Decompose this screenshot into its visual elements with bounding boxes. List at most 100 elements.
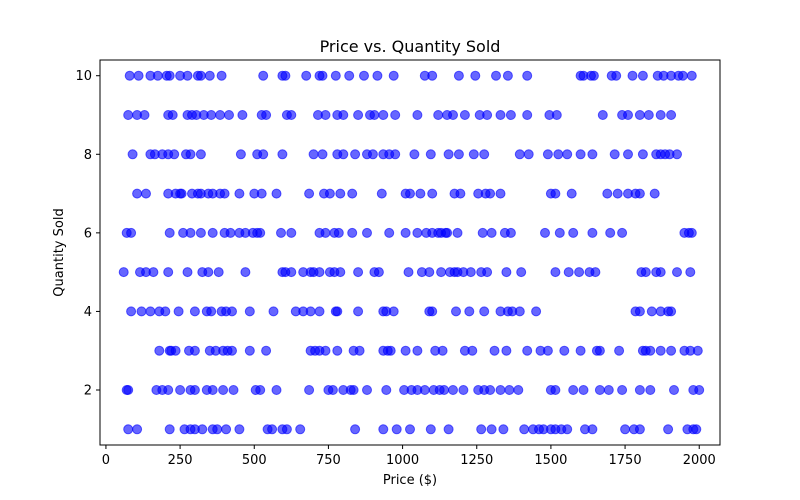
data-point bbox=[308, 149, 319, 160]
data-point bbox=[212, 424, 223, 435]
data-point bbox=[605, 227, 616, 238]
data-point bbox=[348, 385, 359, 395]
data-point bbox=[271, 188, 282, 199]
data-point bbox=[378, 424, 389, 435]
data-point bbox=[504, 385, 515, 395]
data-point bbox=[620, 424, 631, 435]
data-point bbox=[163, 267, 174, 278]
data-point bbox=[405, 188, 415, 199]
data-point bbox=[237, 110, 248, 120]
data-point bbox=[643, 110, 654, 120]
data-point bbox=[467, 345, 478, 356]
data-point bbox=[234, 424, 245, 435]
data-point bbox=[692, 345, 703, 356]
data-point bbox=[451, 306, 461, 317]
data-point bbox=[522, 70, 533, 81]
data-point bbox=[513, 385, 524, 395]
data-point bbox=[645, 385, 656, 395]
data-point bbox=[550, 188, 561, 199]
data-point bbox=[167, 110, 178, 120]
data-point bbox=[320, 345, 331, 356]
data-point bbox=[286, 110, 297, 120]
data-point bbox=[258, 149, 269, 160]
data-point bbox=[522, 345, 533, 356]
data-point bbox=[465, 267, 476, 278]
data-point bbox=[597, 110, 608, 120]
data-point bbox=[498, 424, 509, 435]
x-tick-label: 1500 bbox=[534, 453, 567, 468]
data-point bbox=[437, 345, 448, 356]
data-point bbox=[603, 385, 614, 395]
data-point bbox=[224, 110, 234, 120]
data-point bbox=[332, 306, 343, 317]
data-point bbox=[425, 149, 436, 160]
data-point bbox=[338, 110, 349, 120]
data-point bbox=[482, 110, 493, 120]
data-point bbox=[587, 149, 598, 160]
data-point bbox=[304, 188, 315, 199]
data-point bbox=[485, 385, 496, 395]
data-point bbox=[655, 110, 666, 120]
data-point bbox=[495, 385, 506, 395]
data-point bbox=[215, 110, 226, 120]
data-point bbox=[145, 306, 156, 317]
data-point bbox=[268, 306, 279, 317]
data-point bbox=[206, 306, 217, 317]
data-point bbox=[666, 306, 677, 317]
data-point bbox=[568, 227, 579, 238]
data-point bbox=[424, 267, 435, 278]
data-point bbox=[213, 267, 224, 278]
data-point bbox=[452, 227, 463, 238]
data-point bbox=[182, 70, 193, 81]
data-point bbox=[550, 385, 561, 395]
data-point bbox=[195, 70, 206, 81]
data-point bbox=[132, 188, 143, 199]
data-point bbox=[276, 227, 286, 238]
data-point bbox=[470, 70, 481, 81]
data-point bbox=[491, 70, 501, 81]
data-point bbox=[127, 149, 138, 160]
data-point bbox=[385, 345, 396, 356]
data-point bbox=[136, 306, 147, 317]
data-point bbox=[218, 385, 229, 395]
data-point bbox=[587, 227, 598, 238]
data-point bbox=[568, 385, 579, 395]
data-point bbox=[623, 110, 633, 120]
data-point bbox=[133, 70, 144, 81]
data-point bbox=[344, 70, 355, 81]
data-point bbox=[553, 149, 564, 160]
data-point bbox=[400, 227, 411, 238]
x-tick-label: 250 bbox=[168, 453, 193, 468]
data-point bbox=[686, 227, 697, 238]
data-point bbox=[367, 149, 378, 160]
x-tick-label: 750 bbox=[316, 453, 341, 468]
data-point bbox=[468, 149, 479, 160]
data-point bbox=[685, 267, 696, 278]
data-point bbox=[388, 70, 399, 81]
data-point bbox=[182, 267, 193, 278]
data-point bbox=[235, 149, 246, 160]
data-point bbox=[388, 306, 399, 317]
data-point bbox=[175, 385, 186, 395]
data-point bbox=[255, 227, 266, 238]
data-point bbox=[372, 70, 383, 81]
data-point bbox=[666, 110, 677, 120]
data-point bbox=[197, 424, 208, 435]
data-point bbox=[588, 70, 599, 81]
data-point bbox=[442, 227, 453, 238]
data-point bbox=[523, 149, 534, 160]
data-point bbox=[304, 385, 315, 395]
data-point bbox=[164, 70, 175, 81]
data-point bbox=[443, 424, 454, 435]
data-point bbox=[634, 110, 645, 120]
data-point bbox=[391, 424, 402, 435]
data-point bbox=[295, 424, 306, 435]
data-point bbox=[448, 110, 458, 120]
data-point bbox=[505, 110, 516, 120]
data-point bbox=[640, 267, 651, 278]
data-point bbox=[575, 345, 586, 356]
data-point bbox=[464, 306, 475, 317]
data-point bbox=[443, 149, 454, 160]
data-point bbox=[126, 306, 137, 317]
data-point bbox=[124, 70, 135, 81]
